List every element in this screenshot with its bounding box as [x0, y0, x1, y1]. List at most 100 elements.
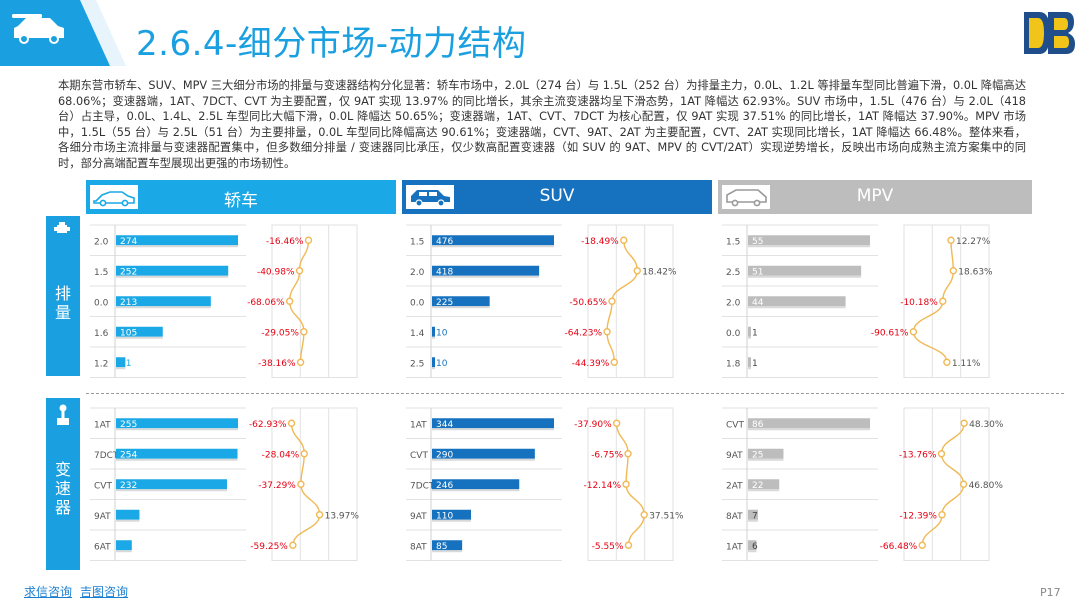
sedan-transmission-growth-label: -59.25% [250, 542, 288, 552]
mpv-transmission-growth-label: -66.48% [880, 542, 918, 552]
suv-transmission-bar-shadow [432, 489, 520, 492]
suv-displacement-growth-point [633, 267, 641, 275]
suv-displacement-category-label: 2.5 [410, 359, 424, 369]
row-label-displacement: 排量 [54, 284, 71, 322]
sedan-transmission-category-label: 6AT [94, 542, 111, 552]
mpv-transmission-bar-shadow [748, 550, 757, 553]
mpv-transmission-growth-point [938, 511, 946, 519]
suv-transmission-category-label: 8AT [410, 542, 427, 552]
mpv-icon [722, 185, 770, 209]
mpv-transmission-bar [748, 479, 780, 490]
suv-transmission-growth-point [612, 419, 621, 427]
mpv-transmission-bar-shadow [748, 489, 780, 492]
summary-text: 本期东营市轿车、SUV、MPV 三大细分市场的排量与变速器结构分化显著：轿车市场… [58, 79, 1026, 170]
mpv-transmission-growth-line [921, 423, 965, 546]
mpv-displacement-growth-label: 18.63% [958, 267, 993, 277]
mpv-transmission-category-label: 1AT [726, 542, 743, 552]
suv-icon [406, 185, 454, 209]
suv-displacement-line-frame [587, 224, 674, 378]
sedan-transmission-value-label: 49 [120, 511, 132, 521]
sedan-transmission-growth-label: -62.93% [249, 420, 287, 430]
sedan-displacement-growth-label: -16.46% [266, 237, 304, 247]
mpv-displacement-category-label: 1.8 [726, 359, 741, 369]
sedan-displacement-bar [116, 235, 238, 246]
suv-transmission-value-label: 246 [436, 481, 453, 491]
sedan-transmission-bar-shadow [116, 428, 238, 431]
suv-transmission-bar [432, 448, 535, 459]
suv-displacement-bar-shadow [432, 245, 554, 248]
mpv-transmission-bar-shadow [748, 519, 758, 522]
sedan-transmission-bar-shadow [116, 519, 140, 522]
mpv-displacement-bar-shadow [748, 367, 751, 370]
footer-link-jitu[interactable]: 吉图咨询 [80, 585, 129, 599]
sedan-transmission-growth-point [287, 419, 296, 427]
sedan-displacement-category-label: 1.2 [94, 359, 108, 369]
mpv-transmission-category-label: CVT [726, 420, 744, 430]
mpv-displacement-bar [748, 235, 870, 246]
suv-displacement-bar-shadow [432, 275, 540, 278]
suv-displacement-growth-label: -18.49% [581, 237, 619, 247]
sedan-transmission-value-label: 254 [120, 450, 137, 460]
mpv-displacement-category-label: 2.0 [726, 298, 741, 308]
sedan-transmission-bar [116, 509, 140, 520]
suv-transmission-category-label: 9AT [410, 512, 427, 522]
section-divider [86, 393, 1064, 394]
mpv-displacement-growth-label: -10.18% [900, 298, 938, 308]
suv-displacement-bar-shadow [432, 336, 435, 339]
sedan-transmission-bar [116, 418, 238, 429]
sedan-transmission-growth-point [297, 480, 305, 488]
suv-transmission-bar-shadow [432, 458, 535, 461]
suv-displacement-growth-label: -64.23% [564, 328, 602, 338]
suv-transmission-bar [432, 418, 554, 429]
mpv-displacement-value-label: 44 [752, 298, 764, 308]
sedan-displacement-growth-point [285, 297, 294, 305]
suv-transmission-value-label: 290 [436, 450, 453, 460]
footer-link-qiuxin[interactable]: 求信咨询 [24, 585, 73, 599]
mpv-transmission-value-label: 25 [752, 450, 763, 460]
sedan-transmission-bar [116, 479, 227, 490]
mpv-transmission-growth-point [918, 541, 926, 549]
suv-transmission-growth-label: -37.90% [574, 420, 612, 430]
mpv-displacement-line-frame [903, 224, 990, 378]
segment-header-suv: SUV [402, 180, 712, 214]
sedan-transmission-growth-point [289, 541, 297, 549]
suv-displacement-category-label: 2.0 [410, 268, 425, 278]
sedan-displacement-value-label: 213 [120, 298, 137, 308]
sedan-displacement-growth-label: -38.16% [258, 359, 296, 369]
sedan-transmission-value-label: 33 [120, 542, 131, 552]
mpv-displacement-category-label: 1.5 [726, 237, 740, 247]
page-number: P17 [1040, 586, 1061, 599]
sedan-transmission-bar-shadow [116, 550, 132, 553]
sedan-transmission-growth-point [300, 450, 308, 458]
suv-displacement-growth-label: 18.42% [642, 267, 677, 277]
sedan-displacement-bar-shadow [116, 245, 238, 248]
sedan-transmission-category-label: 7DCT [94, 451, 119, 461]
suv-displacement-growth-label: -44.39% [572, 359, 610, 369]
suv-transmission-value-label: 344 [436, 420, 453, 430]
suv-displacement-value-label: 10 [436, 328, 448, 338]
mpv-transmission-category-label: 8AT [726, 512, 743, 522]
suv-transmission-line-frame [587, 407, 674, 561]
suv-transmission-growth-label: -6.75% [591, 450, 623, 460]
sedan-displacement-line-frame [271, 224, 358, 378]
sedan-displacement-bar-shadow [116, 367, 126, 370]
mpv-transmission-growth-label: -12.39% [899, 511, 937, 521]
suv-transmission-category-label: 7DCT [410, 481, 435, 491]
suv-displacement-growth-point [608, 297, 616, 305]
suv-displacement-bar [432, 357, 435, 368]
mpv-transmission-line-frame [903, 407, 990, 561]
sedan-displacement-value-label: 252 [120, 267, 137, 277]
segment-label-sedan: 轿车 [224, 191, 258, 211]
sedan-transmission-growth-label: -28.04% [262, 450, 300, 460]
mpv-displacement-category-label: 0.0 [726, 329, 741, 339]
sedan-transmission-growth-point [315, 511, 324, 519]
suv-displacement-bar-shadow [432, 367, 435, 370]
suv-displacement-category-label: 1.4 [410, 329, 425, 339]
mpv-transmission-growth-label: -13.76% [899, 450, 937, 460]
sedan-displacement-category-label: 1.6 [94, 329, 109, 339]
sedan-displacement-bar-shadow [116, 336, 163, 339]
suv-displacement-bar [432, 326, 435, 337]
suv-displacement-value-label: 10 [436, 359, 448, 369]
sedan-displacement-category-label: 0.0 [94, 298, 109, 308]
mpv-displacement-bar [748, 265, 862, 276]
